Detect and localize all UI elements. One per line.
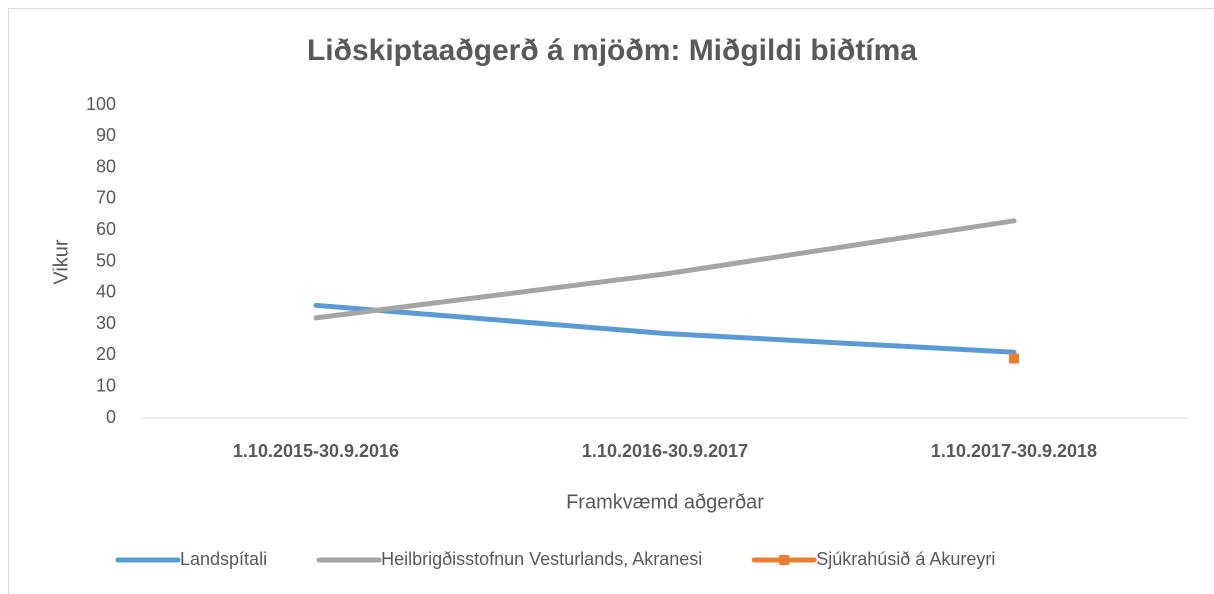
legend-label: Heilbrigðisstofnun Vesturlands, Akranesi [381,549,702,569]
legend-label: Sjúkrahúsið á Akureyri [816,549,995,569]
y-tick-label: 60 [96,219,116,239]
legend-marker [779,555,790,565]
data-marker [1009,353,1019,364]
series-line [313,302,1017,355]
y-axis-label: Vikur [50,239,72,285]
y-tick-label: 100 [86,94,116,114]
chart-title: Liðskiptaaðgerð á mjöðm: Miðgildi biðtím… [307,34,917,67]
x-tick-label: 1.10.2017-30.9.2018 [931,441,1097,461]
y-tick-label: 90 [96,125,116,145]
legend-label: Landspítali [180,549,267,569]
y-tick-label: 80 [96,156,116,176]
series-line [313,218,1017,321]
y-tick-label: 10 [96,375,116,395]
y-tick-label: 70 [96,188,116,208]
y-tick-label: 0 [106,407,116,427]
chart-frame [8,8,1214,594]
x-axis-label: Framkvæmd aðgerðar [566,491,764,513]
y-tick-label: 40 [96,282,116,302]
y-tick-label: 50 [96,250,116,270]
y-tick-label: 30 [96,313,116,333]
y-tick-label: 20 [96,344,116,364]
x-tick-label: 1.10.2016-30.9.2017 [582,441,748,461]
x-tick-label: 1.10.2015-30.9.2016 [233,441,399,461]
